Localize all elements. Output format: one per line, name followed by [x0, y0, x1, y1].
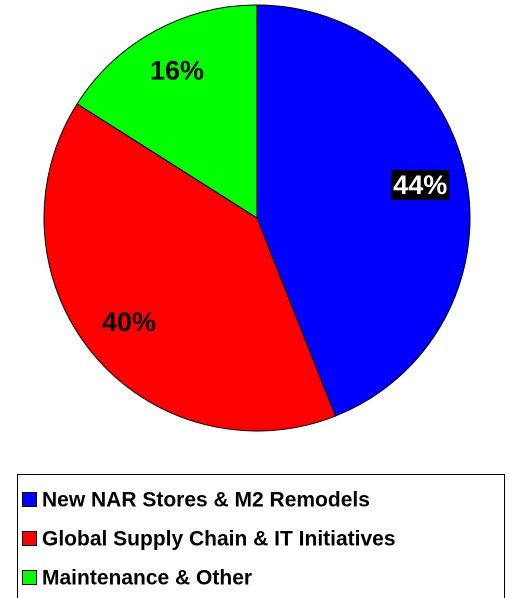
legend-label: New NAR Stores & M2 Remodels: [42, 489, 370, 512]
data-label: 44%: [393, 170, 447, 200]
data-label-group: 40%: [102, 307, 156, 337]
legend-box: [17, 474, 505, 598]
data-label: 16%: [150, 56, 204, 86]
legend-swatch: [22, 492, 37, 507]
pie-slice: [76, 4, 258, 219]
legend-label: Maintenance & Other: [42, 567, 252, 590]
legend-label: Global Supply Chain & IT Initiatives: [42, 528, 396, 551]
legend-swatch: [22, 570, 37, 585]
data-label-group: 16%: [150, 56, 204, 86]
data-label: 40%: [102, 307, 156, 337]
pie-slice: [43, 103, 337, 432]
pie-slice: [256, 4, 471, 417]
legend-swatch: [22, 531, 37, 546]
data-label-background: [391, 169, 450, 200]
data-label-group: 44%: [391, 169, 450, 200]
